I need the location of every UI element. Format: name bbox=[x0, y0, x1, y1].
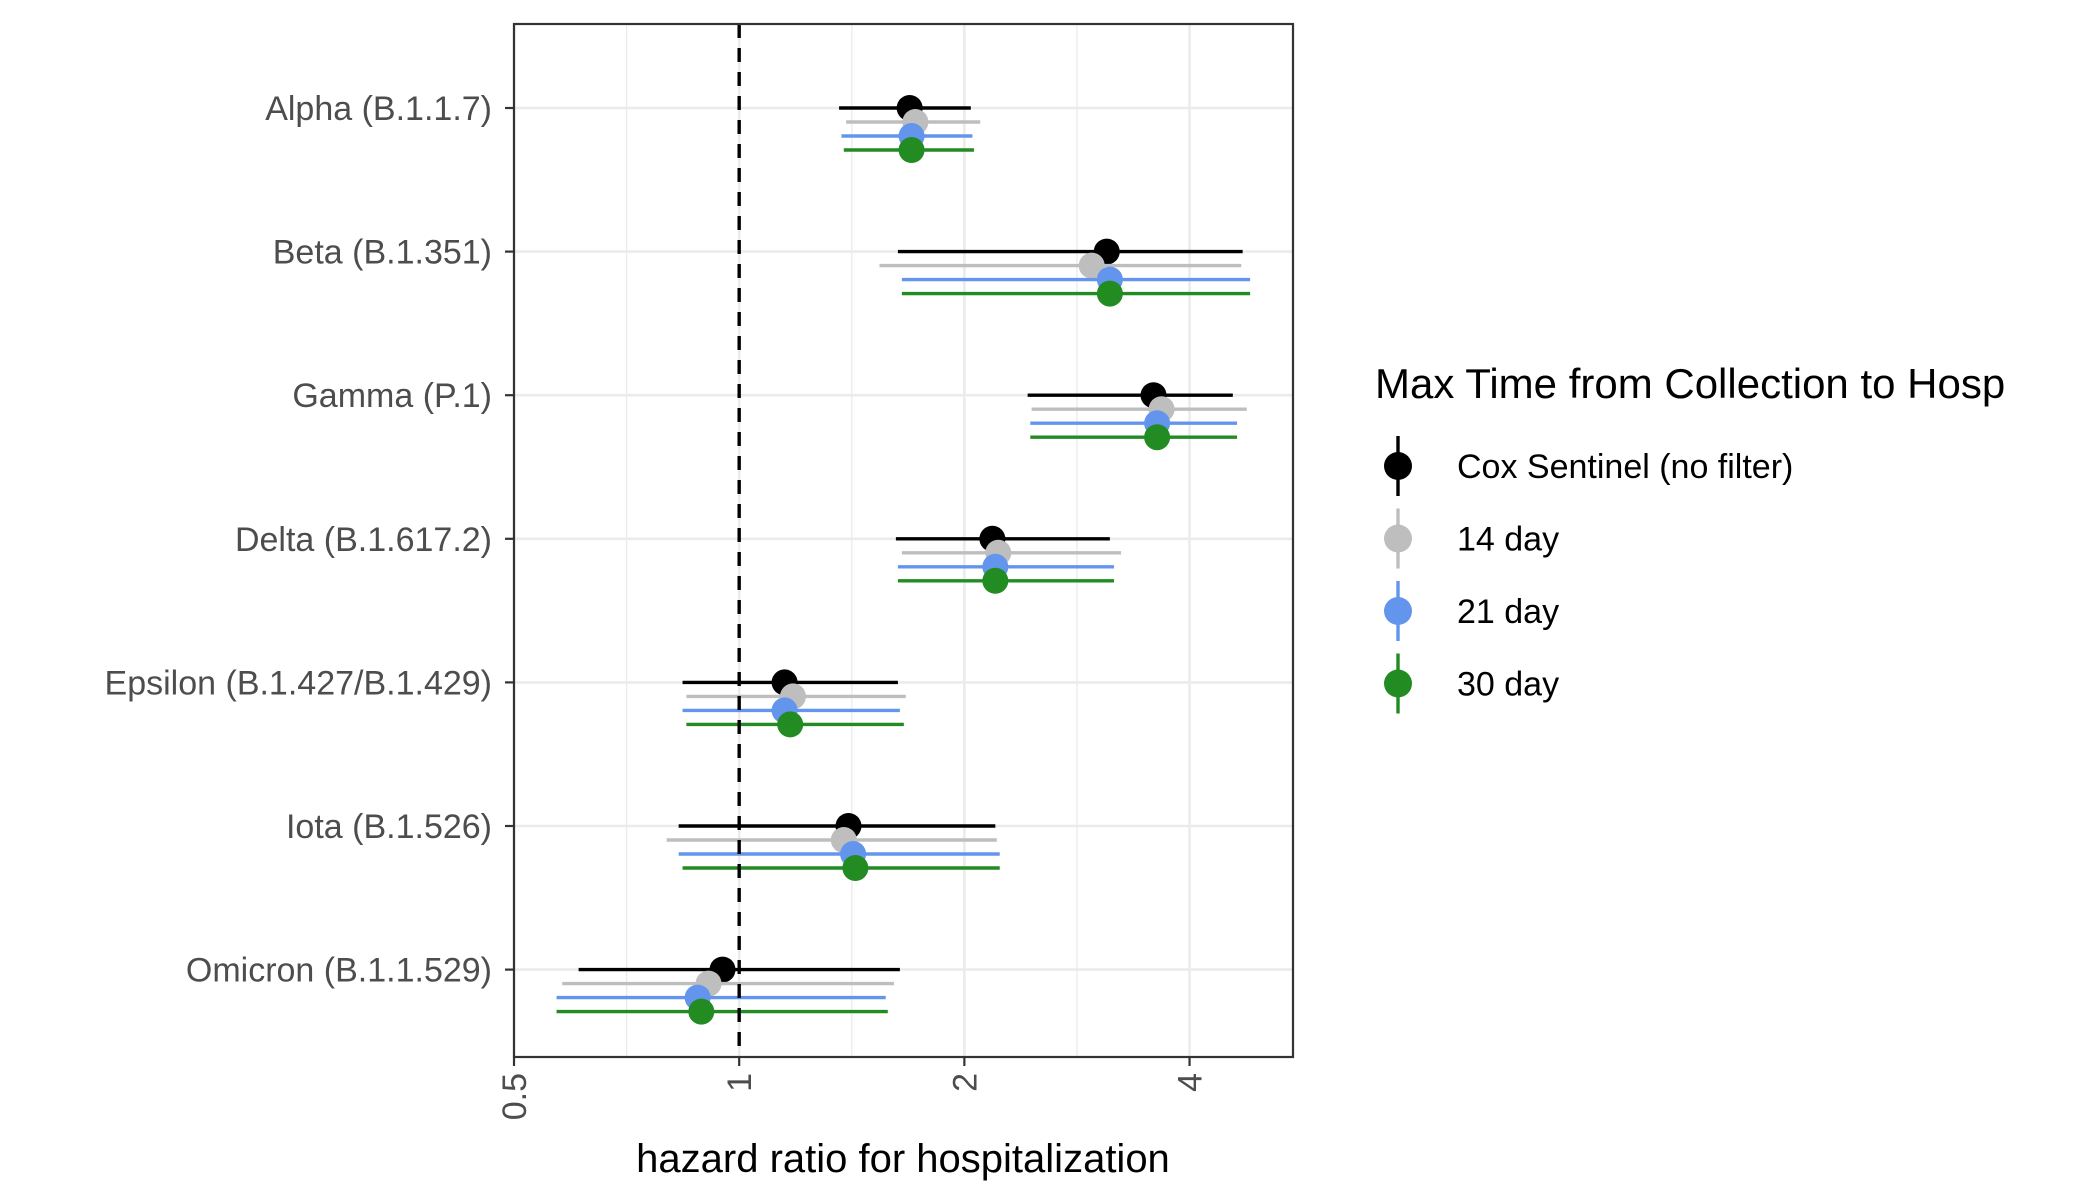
legend: Max Time from Collection to Hosp Cox Sen… bbox=[1375, 360, 2005, 714]
y-tick-label: Gamma (P.1) bbox=[292, 377, 492, 415]
legend-key bbox=[1384, 508, 1412, 569]
point-estimate bbox=[688, 998, 715, 1025]
legend-label: Cox Sentinel (no filter) bbox=[1457, 448, 1793, 486]
point-estimate bbox=[982, 567, 1009, 594]
y-tick-label: Beta (B.1.351) bbox=[273, 234, 492, 272]
series-1 bbox=[578, 95, 1243, 983]
y-tick-label: Delta (B.1.617.2) bbox=[235, 521, 492, 559]
legend-key-point bbox=[1384, 452, 1412, 480]
legend-key bbox=[1384, 436, 1412, 496]
x-tick-label: 0.5 bbox=[496, 1073, 534, 1120]
x-axis: 0.5 1 2 4 bbox=[496, 1057, 1210, 1120]
x-axis-title: hazard ratio for hospitalization bbox=[636, 1137, 1170, 1181]
legend-key-point bbox=[1384, 524, 1412, 553]
point-estimate bbox=[1096, 280, 1123, 307]
point-estimate bbox=[898, 137, 925, 163]
y-tick-label: Iota (B.1.526) bbox=[286, 808, 492, 846]
x-tick-label: 2 bbox=[946, 1073, 984, 1092]
y-tick-label: Alpha (B.1.1.7) bbox=[265, 90, 492, 128]
legend-label: 14 day bbox=[1457, 521, 1559, 559]
legend-key-point bbox=[1384, 669, 1412, 698]
x-tick-label: 4 bbox=[1172, 1073, 1210, 1092]
plot-panel bbox=[512, 22, 1295, 1059]
legend-key-point bbox=[1384, 597, 1412, 625]
legend-key bbox=[1384, 653, 1412, 714]
series-3 bbox=[556, 123, 1251, 1011]
legend-label: 21 day bbox=[1457, 593, 1559, 631]
point-estimate bbox=[777, 711, 804, 738]
y-axis: Alpha (B.1.1.7) Beta (B.1.351) Gamma (P.1)… bbox=[105, 90, 514, 990]
point-estimate bbox=[1078, 252, 1105, 279]
series-4 bbox=[556, 137, 1251, 1025]
point-estimate bbox=[1144, 424, 1171, 451]
x-tick-label: 1 bbox=[721, 1073, 759, 1092]
legend-key bbox=[1384, 581, 1412, 641]
panel-border bbox=[512, 22, 1295, 1059]
y-tick-label: Omicron (B.1.1.529) bbox=[186, 952, 492, 990]
point-estimate bbox=[842, 855, 869, 881]
legend-title: Max Time from Collection to Hosp bbox=[1375, 360, 2005, 407]
y-tick-label: Epsilon (B.1.427/B.1.429) bbox=[105, 664, 492, 702]
legend-label: 30 day bbox=[1457, 666, 1559, 704]
